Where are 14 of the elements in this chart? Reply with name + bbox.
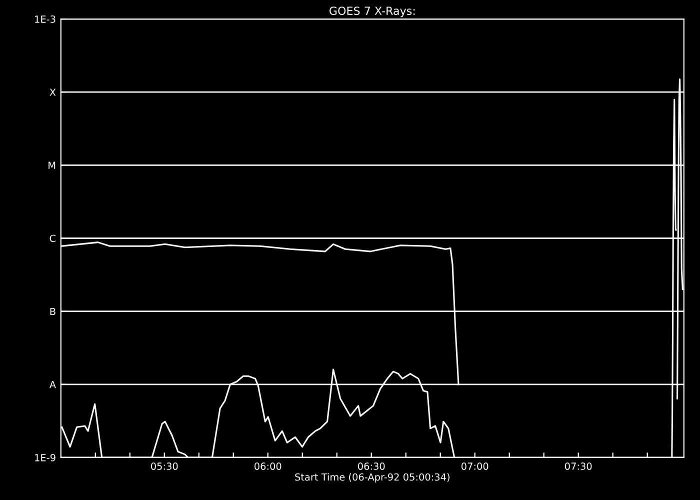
x-axis-title: Start Time (06-Apr-92 05:00:34) (295, 473, 450, 483)
y-tick-label: M (48, 162, 56, 169)
x-tick-label: 06:00 (254, 462, 282, 470)
y-tick-label: B (50, 308, 56, 316)
y-tick-label: 1E-3 (35, 15, 56, 23)
y-tick-label: X (50, 88, 56, 96)
x-tick-label: 06:30 (358, 462, 385, 470)
x-tick-label: 07:30 (564, 462, 592, 470)
y-tick-label: A (49, 381, 56, 388)
x-tick-label: 05:30 (151, 462, 178, 470)
y-tick-label: C (50, 234, 56, 242)
x-tick-label: 07:00 (461, 462, 488, 470)
y-tick-label: 1E-9 (35, 454, 56, 462)
chart-title: GOES 7 X-Rays: (330, 6, 415, 18)
